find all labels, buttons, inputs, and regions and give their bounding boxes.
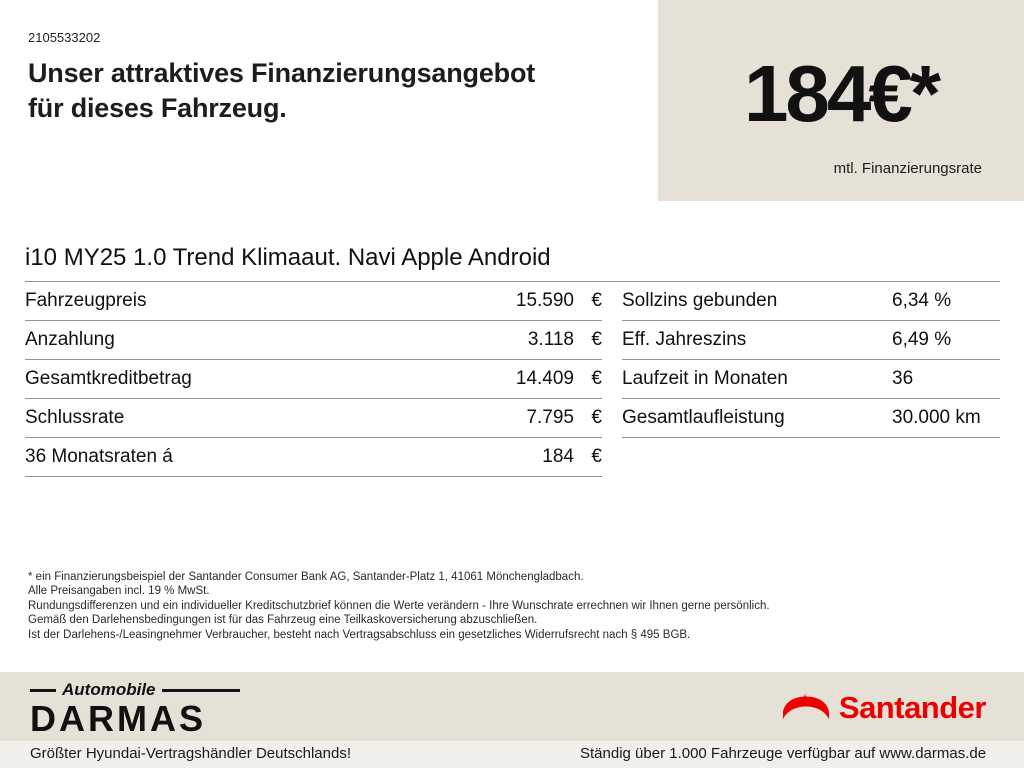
row-value: 3.118: [527, 329, 574, 350]
finance-table-left: Fahrzeugpreis 15.590 € Anzahlung 3.118 €…: [25, 282, 602, 477]
row-label: Sollzins gebunden: [622, 290, 778, 311]
rate-value: 184€*: [743, 49, 941, 138]
automobile-text: Automobile: [62, 680, 156, 699]
right-tagline: Ständig über 1.000 Fahrzeuge verfügbar a…: [580, 745, 987, 762]
row-value: 14.409: [515, 368, 574, 389]
footnote-line: Ist der Darlehens-/Leasingnehmer Verbrau…: [28, 628, 691, 641]
rate-box: 184€* mtl. Finanzierungsrate: [658, 0, 1024, 201]
vehicle-title: i10 MY25 1.0 Trend Klimaaut. Navi Apple …: [25, 244, 551, 271]
row-label: Fahrzeugpreis: [25, 290, 147, 311]
table-row: Anzahlung 3.118 €: [25, 321, 602, 360]
footnote-line: Gemäß den Darlehensbedingungen ist für d…: [28, 614, 538, 627]
offer-title-line1: Unser attraktives Finanzierungsangebot: [28, 58, 536, 88]
title-divider: [25, 281, 1000, 282]
darmas-logo: Automobile DARMAS: [30, 680, 240, 738]
logo-line: [161, 688, 240, 692]
table-row: 36 Monatsraten á 184 €: [25, 438, 602, 477]
row-label: Laufzeit in Monaten: [622, 368, 788, 389]
finance-table-right: Sollzins gebunden 6,34 % Eff. Jahreszins…: [622, 282, 1000, 438]
footer: Automobile DARMAS Santander: [0, 672, 1024, 741]
row-label: Eff. Jahreszins: [622, 329, 747, 350]
santander-logo: Santander: [782, 690, 987, 726]
offer-title: Unser attraktives Finanzierungsangebot f…: [28, 56, 535, 126]
row-unit: €: [591, 329, 602, 350]
footer-tagline-strip: Größter Hyundai-Vertragshändler Deutschl…: [0, 741, 1024, 768]
table-row: Gesamtlaufleistung 30.000 km: [622, 399, 1000, 438]
darmas-name: DARMAS: [30, 698, 206, 739]
logo-line: [30, 688, 56, 692]
footnotes: * ein Finanzierungsbeispiel der Santande…: [28, 570, 988, 642]
left-tagline: Größter Hyundai-Vertragshändler Deutschl…: [30, 745, 351, 762]
row-unit: €: [591, 407, 602, 428]
offer-id: 2105533202: [28, 30, 101, 45]
footnote-line: Rundungsdifferenzen und ein individuelle…: [28, 599, 770, 612]
row-value: 15.590: [515, 290, 574, 311]
table-row: Gesamtkreditbetrag 14.409 €: [25, 360, 602, 399]
offer-title-line2: für dieses Fahrzeug.: [28, 93, 287, 123]
footnote-line: * ein Finanzierungsbeispiel der Santande…: [28, 571, 584, 583]
row-label: Gesamtlaufleistung: [622, 407, 785, 428]
row-unit: €: [591, 290, 602, 311]
table-row: Sollzins gebunden 6,34 %: [622, 282, 1000, 321]
row-value: 36: [892, 368, 914, 389]
row-label: 36 Monatsraten á: [25, 446, 173, 467]
row-label: Anzahlung: [25, 329, 115, 350]
rate-caption: mtl. Finanzierungsrate: [833, 160, 982, 177]
santander-label: Santander: [838, 690, 987, 725]
row-value: 7.795: [526, 407, 574, 428]
row-value: 6,49 %: [892, 329, 952, 350]
table-row: Eff. Jahreszins 6,49 %: [622, 321, 1000, 360]
table-row: Fahrzeugpreis 15.590 €: [25, 282, 602, 321]
row-label: Schlussrate: [25, 407, 125, 428]
table-row: Laufzeit in Monaten 36: [622, 360, 1000, 399]
footnote-line: Alle Preisangaben incl. 19 % MwSt.: [28, 585, 210, 598]
row-unit: €: [591, 446, 602, 467]
table-row: Schlussrate 7.795 €: [25, 399, 602, 438]
row-label: Gesamtkreditbetrag: [25, 368, 192, 389]
row-value: 30.000 km: [892, 407, 981, 428]
row-value: 6,34 %: [892, 290, 952, 311]
row-unit: €: [591, 368, 602, 389]
darmas-logo-top: Automobile: [30, 680, 240, 700]
row-value: 184: [542, 446, 574, 467]
santander-flame-icon: [782, 693, 830, 723]
